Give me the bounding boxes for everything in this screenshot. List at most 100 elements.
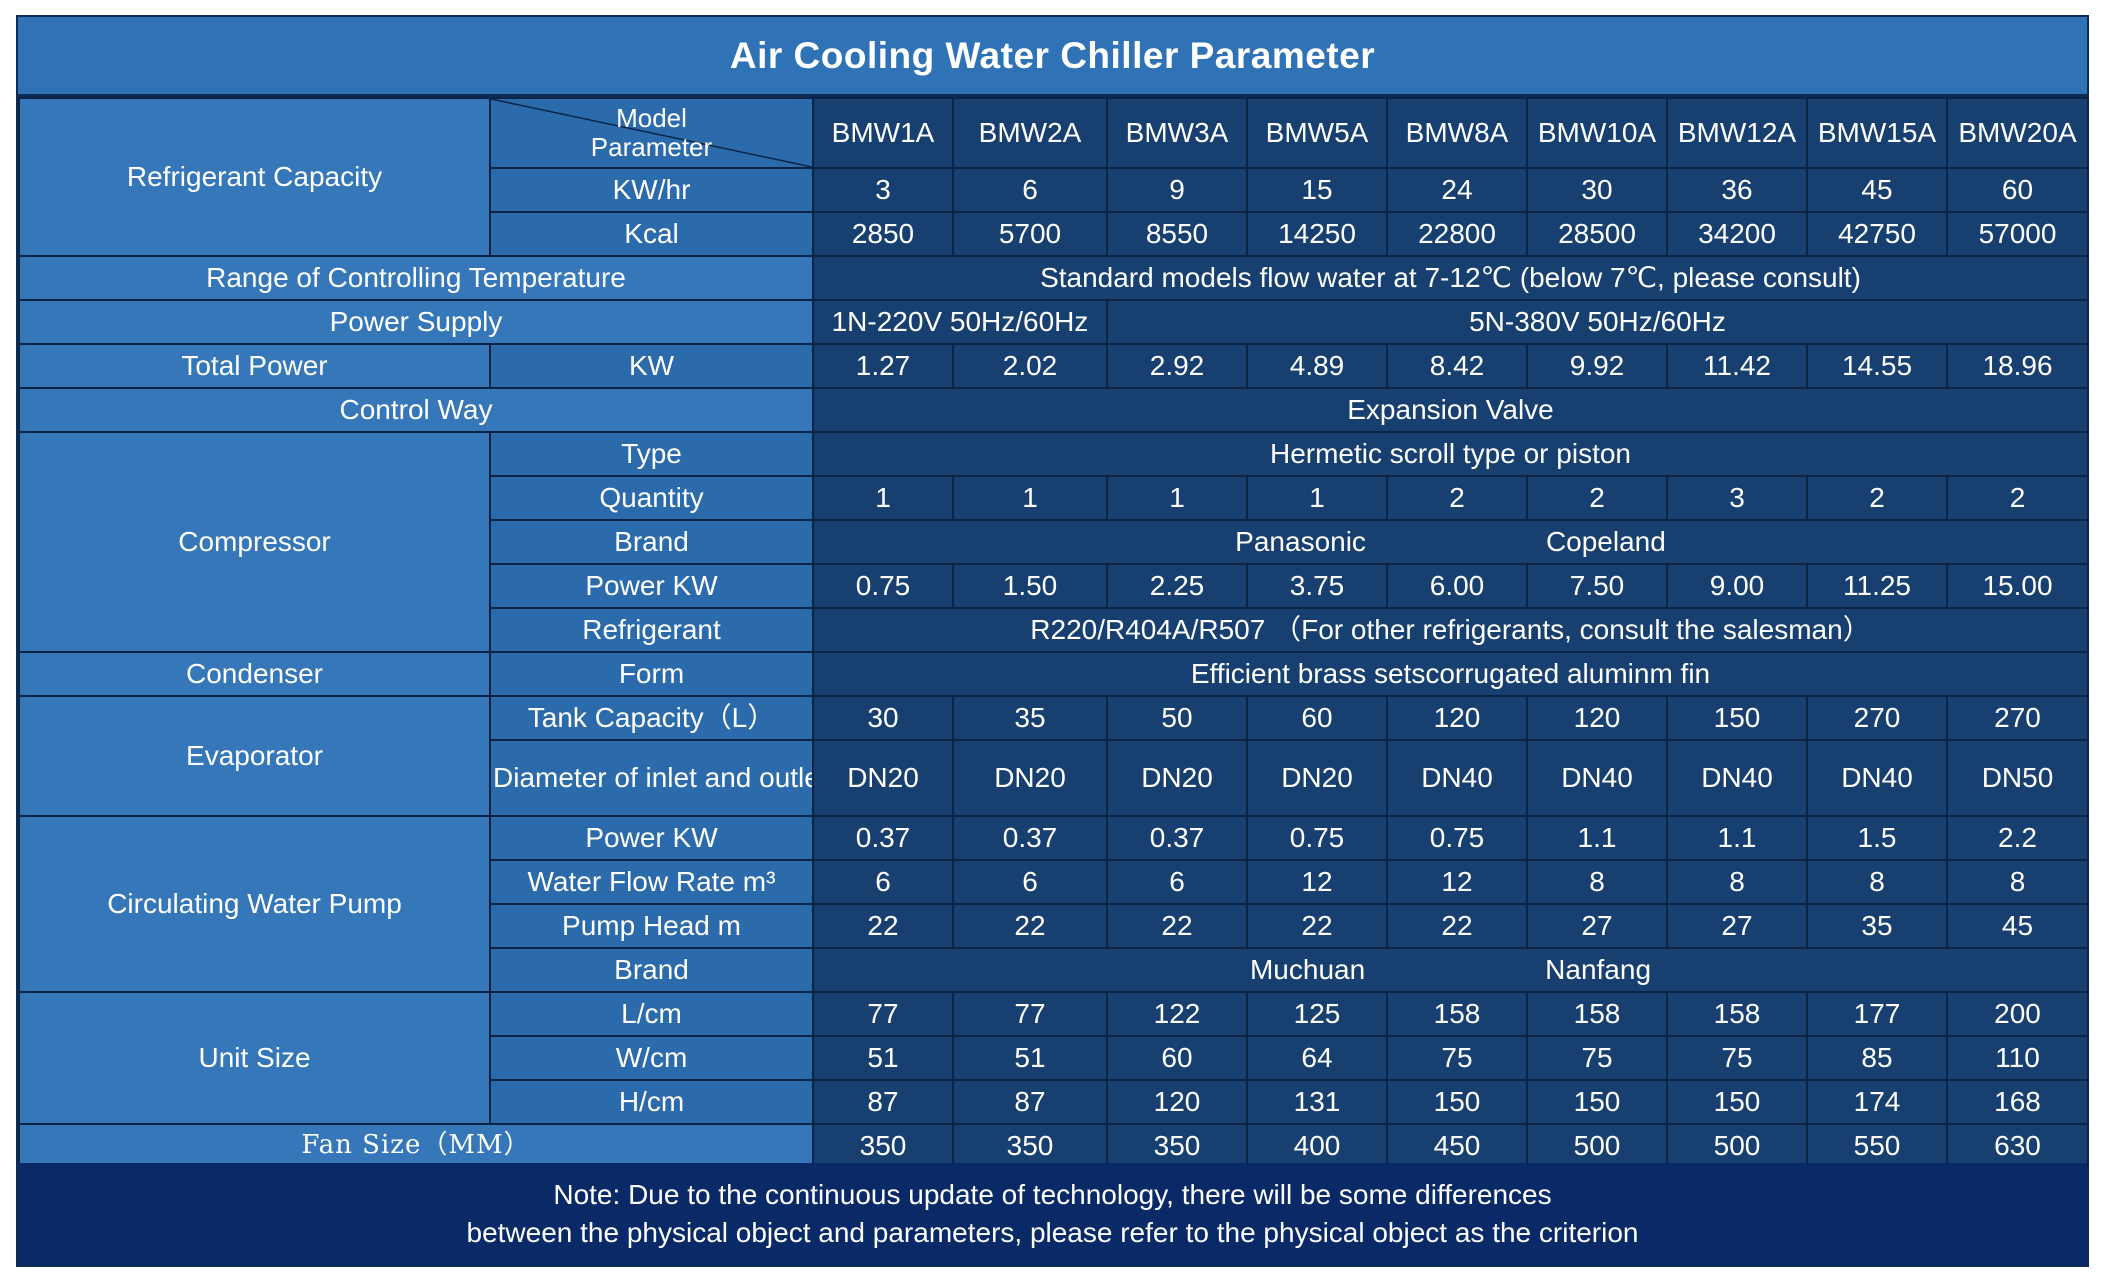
value-cell: 6 bbox=[1106, 859, 1248, 905]
value-cell: 77 bbox=[952, 991, 1108, 1037]
value-cell: 22 bbox=[812, 903, 954, 949]
tank-capacity-label: Tank Capacity（L） bbox=[489, 695, 814, 741]
value-cell: 350 bbox=[1106, 1123, 1248, 1169]
value-cell: 1 bbox=[1106, 475, 1248, 521]
value-cell: 35 bbox=[1806, 903, 1948, 949]
power-supply-label: Power Supply bbox=[18, 299, 814, 345]
condenser-form-value: Efficient brass setscorrugated aluminm f… bbox=[812, 651, 2089, 697]
value-cell: 3.75 bbox=[1246, 563, 1388, 609]
value-cell: 550 bbox=[1806, 1123, 1948, 1169]
value-cell: 24 bbox=[1386, 167, 1528, 213]
unit-height-row: H/cm 87 87 120 131 150 150 150 174 168 bbox=[19, 1079, 2089, 1125]
value-cell: 350 bbox=[952, 1123, 1108, 1169]
value-cell: DN40 bbox=[1806, 739, 1948, 817]
value-cell: 60 bbox=[1946, 167, 2089, 213]
model-cell: BMW20A bbox=[1946, 97, 2089, 169]
value-cell: 75 bbox=[1666, 1035, 1808, 1081]
compressor-brand-value: Panasonic Copeland bbox=[812, 519, 2089, 565]
compressor-quantity-row: Quantity 1 1 1 1 2 2 3 2 2 bbox=[19, 475, 2089, 521]
value-cell: 6 bbox=[952, 859, 1108, 905]
value-cell: 2.2 bbox=[1946, 815, 2089, 861]
value-cell: 2.25 bbox=[1106, 563, 1248, 609]
temperature-row: Range of Controlling Temperature Standar… bbox=[18, 255, 2089, 301]
value-cell: 150 bbox=[1666, 695, 1808, 741]
condenser-form-label: Form bbox=[489, 651, 814, 697]
power-supply-row: Power Supply 1N-220V 50Hz/60Hz 5N-380V 5… bbox=[18, 299, 2089, 345]
value-cell: 177 bbox=[1806, 991, 1948, 1037]
model-cell: BMW8A bbox=[1386, 97, 1528, 169]
pump-brand-b: Nanfang bbox=[1545, 954, 1652, 986]
value-cell: 1 bbox=[952, 475, 1108, 521]
unit-size-label: Unit Size bbox=[18, 991, 491, 1125]
value-cell: 122 bbox=[1106, 991, 1248, 1037]
compressor-refrigerant-label: Refrigerant bbox=[489, 607, 814, 653]
compressor-brand-row: Brand Panasonic Copeland bbox=[19, 519, 2089, 565]
value-cell: 28500 bbox=[1526, 211, 1668, 257]
value-cell: 27 bbox=[1526, 903, 1668, 949]
power-supply-three-phase: 5N-380V 50Hz/60Hz bbox=[1106, 299, 2089, 345]
value-cell: 0.37 bbox=[952, 815, 1108, 861]
value-cell: 2.02 bbox=[952, 343, 1108, 389]
pump-brand-label: Brand bbox=[489, 947, 814, 993]
pump-head-row: Pump Head m 22 22 22 22 22 27 27 35 45 bbox=[19, 903, 2089, 949]
value-cell: 500 bbox=[1526, 1123, 1668, 1169]
value-cell: 350 bbox=[812, 1123, 954, 1169]
value-cell: 630 bbox=[1946, 1123, 2089, 1169]
model-cell: BMW1A bbox=[812, 97, 954, 169]
value-cell: 0.75 bbox=[1246, 815, 1388, 861]
value-cell: 15 bbox=[1246, 167, 1388, 213]
pump-flow-row: Water Flow Rate m³ 6 6 6 12 12 8 8 8 8 bbox=[19, 859, 2089, 905]
value-cell: 5700 bbox=[952, 211, 1108, 257]
value-cell: 34200 bbox=[1666, 211, 1808, 257]
compressor-type-row: Compressor Type Hermetic scroll type or … bbox=[18, 431, 2089, 653]
value-cell: 110 bbox=[1946, 1035, 2089, 1081]
value-cell: 87 bbox=[812, 1079, 954, 1125]
value-cell: 8 bbox=[1666, 859, 1808, 905]
value-cell: 51 bbox=[952, 1035, 1108, 1081]
value-cell: 50 bbox=[1106, 695, 1248, 741]
value-cell: 45 bbox=[1946, 903, 2089, 949]
value-cell: 51 bbox=[812, 1035, 954, 1081]
value-cell: 6 bbox=[952, 167, 1108, 213]
condenser-row: Condenser Form Efficient brass setscorru… bbox=[18, 651, 2089, 697]
value-cell: 75 bbox=[1526, 1035, 1668, 1081]
value-cell: 42750 bbox=[1806, 211, 1948, 257]
value-cell: 75 bbox=[1386, 1035, 1528, 1081]
value-cell: DN40 bbox=[1666, 739, 1808, 817]
value-cell: 3 bbox=[1666, 475, 1808, 521]
unit-length-label: L/cm bbox=[489, 991, 814, 1037]
footer-note: Note: Due to the continuous update of te… bbox=[18, 1163, 2087, 1265]
value-cell: 400 bbox=[1246, 1123, 1388, 1169]
value-cell: 1 bbox=[812, 475, 954, 521]
compressor-brand-b: Copeland bbox=[1545, 526, 1666, 558]
pump-power-label: Power KW bbox=[489, 815, 814, 861]
diag-top-label: Model bbox=[616, 103, 687, 133]
value-cell: 60 bbox=[1106, 1035, 1248, 1081]
value-cell: 0.75 bbox=[1386, 815, 1528, 861]
note-line-1: Note: Due to the continuous update of te… bbox=[553, 1179, 1552, 1211]
value-cell: 2850 bbox=[812, 211, 954, 257]
value-cell: DN40 bbox=[1526, 739, 1668, 817]
temperature-label: Range of Controlling Temperature bbox=[18, 255, 814, 301]
kcal-row: Kcal 2850 5700 8550 14250 22800 28500 34… bbox=[19, 211, 2089, 257]
value-cell: 3 bbox=[812, 167, 954, 213]
total-power-label: Total Power bbox=[18, 343, 491, 389]
model-cell: BMW3A bbox=[1106, 97, 1248, 169]
value-cell: 2 bbox=[1806, 475, 1948, 521]
value-cell: 0.75 bbox=[812, 563, 954, 609]
value-cell: 1 bbox=[1246, 475, 1388, 521]
value-cell: 1.27 bbox=[812, 343, 954, 389]
pump-power-row: Circulating Water Pump Power KW 0.37 0.3… bbox=[18, 815, 2089, 993]
value-cell: 35 bbox=[952, 695, 1108, 741]
kwhr-label: KW/hr bbox=[489, 167, 814, 213]
value-cell: 77 bbox=[812, 991, 954, 1037]
value-cell: 270 bbox=[1946, 695, 2089, 741]
compressor-type-value: Hermetic scroll type or piston bbox=[812, 431, 2089, 477]
pump-brand-list: Muchuan Nanfang bbox=[816, 951, 2085, 989]
pump-brand-a: Muchuan bbox=[1249, 954, 1366, 986]
value-cell: DN50 bbox=[1946, 739, 2089, 817]
value-cell: 7.50 bbox=[1526, 563, 1668, 609]
sheet-title: Air Cooling Water Chiller Parameter bbox=[18, 17, 2087, 97]
value-cell: 22 bbox=[1246, 903, 1388, 949]
value-cell: 6.00 bbox=[1386, 563, 1528, 609]
